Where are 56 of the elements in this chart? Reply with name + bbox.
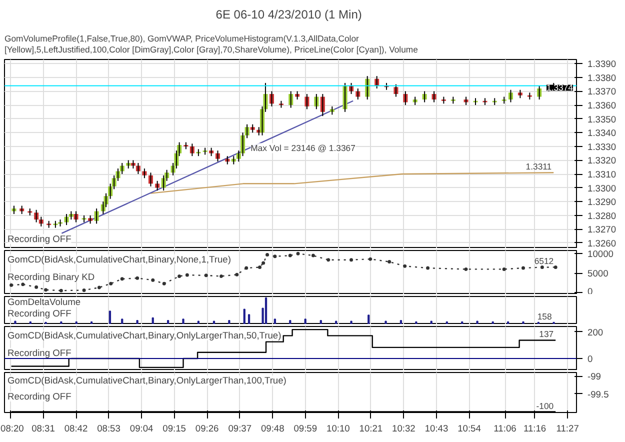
y-tick-label: 5000 xyxy=(588,268,608,279)
x-tick-label: 11:27 xyxy=(556,424,579,434)
chart-title: GomCD(BidAsk,CumulativeChart,Binary,OnlyLargerThan,50,True) xyxy=(8,330,282,340)
y-tick-label: 1.3340 xyxy=(588,128,616,138)
y-tick-label: 1.3300 xyxy=(588,183,616,194)
annotation: Max Vol = 23146 @ 1.3367 xyxy=(250,143,356,154)
y-tick-label: 1.3310 xyxy=(588,170,616,180)
y-tick-label: -99.5 xyxy=(588,389,609,400)
y-tick-label: 1.3270 xyxy=(588,224,616,235)
x-tick-label: 09:26 xyxy=(195,424,219,434)
ref-line-label: 1.3374 xyxy=(546,82,574,93)
annotation: Recording OFF xyxy=(8,308,72,318)
x-tick-label: 10:43 xyxy=(424,424,448,434)
y-tick-label: 1.3360 xyxy=(588,100,616,111)
chart-title: 6E 06-10 4/23/2010 (1 Min) xyxy=(216,8,362,22)
y-tick-label: 1.3380 xyxy=(588,72,616,83)
x-tick-label: 09:37 xyxy=(228,424,252,434)
y-tick-label: 200 xyxy=(588,327,604,338)
x-tick-label: 08:31 xyxy=(32,424,55,434)
chart-title: GomDeltaVolume xyxy=(8,297,81,308)
annotation: Recording OFF xyxy=(8,392,72,402)
y-tick-label: 1.3290 xyxy=(588,197,616,208)
y-tick-label: -99 xyxy=(588,372,601,382)
x-tick-label: 08:42 xyxy=(64,424,88,434)
x-tick-label: 10:21 xyxy=(359,424,383,434)
y-tick-label: 1.3280 xyxy=(588,210,616,221)
x-tick-label: 09:04 xyxy=(130,424,154,434)
annotation: 158 xyxy=(537,311,552,322)
y-tick-label: 1.3330 xyxy=(588,142,616,152)
x-tick-label: 08:20 xyxy=(0,424,24,434)
y-tick-label: 1.3320 xyxy=(588,156,616,166)
x-tick-label: 09:59 xyxy=(294,424,318,434)
chart-subtitle: GomVolumeProfile(1,False,True,80), GomVWAP, PriceVolumeHistogram(V.1.3,AllData,Color [Yellow],5,LeftJustified,100,Color [DimGray],Color [Gray],70,ShareVolume), PriceLine(Color [Cyan]), Volume xyxy=(4,34,418,54)
x-tick-label: 11:16 xyxy=(523,424,546,434)
x-tick-label: 08:53 xyxy=(97,424,120,434)
y-tick-label: 1.3370 xyxy=(588,86,616,97)
annotation: Recording OFF xyxy=(8,234,72,244)
x-tick-label: 09:15 xyxy=(162,424,186,434)
y-tick-label: 1.3390 xyxy=(588,59,616,70)
x-tick-label: 10:10 xyxy=(326,424,350,434)
y-tick-label: 1.3350 xyxy=(588,114,616,124)
x-tick-label: 11:06 xyxy=(494,424,516,434)
annotation: 1.3311 xyxy=(526,162,552,172)
x-tick-label: 10:32 xyxy=(392,424,416,434)
annotation: 137 xyxy=(539,329,554,340)
annotation: -100 xyxy=(536,400,554,411)
annotation: Recording OFF xyxy=(8,348,72,358)
chart-title: GomCD(BidAsk,CumulativeChart,Binary,OnlyLargerThan,100,True) xyxy=(8,376,286,386)
chart-title: GomCD(BidAsk,CumulativeChart,Binary,None,1,True) xyxy=(8,254,231,264)
x-tick-label: 10:54 xyxy=(458,424,481,434)
y-tick-label: 10000 xyxy=(588,249,614,260)
y-tick-label: 1.3260 xyxy=(588,238,616,248)
annotation: 6512 xyxy=(534,256,554,266)
y-tick-label: 0 xyxy=(588,354,593,364)
x-tick-label: 09:48 xyxy=(260,424,284,434)
annotation: Recording Binary KD xyxy=(8,272,95,282)
